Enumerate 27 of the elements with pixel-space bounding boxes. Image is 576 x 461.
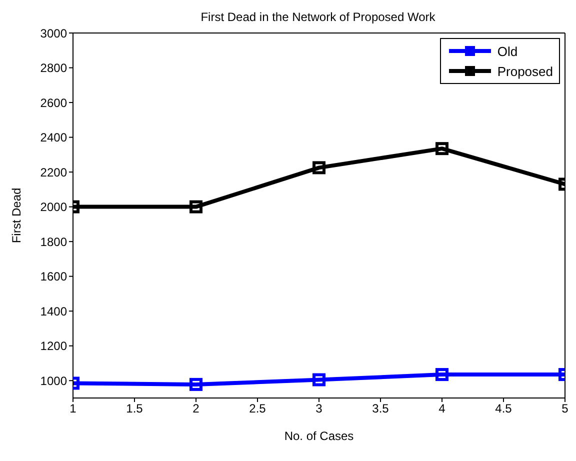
- y-tick-label: 2200: [40, 165, 68, 180]
- y-tick-label: 2000: [40, 200, 68, 214]
- point: [312, 161, 326, 174]
- y-axis-title: First Dead: [9, 188, 24, 244]
- y-tick-label: 2600: [40, 96, 68, 110]
- y-tick-label: 3000: [40, 26, 68, 40]
- y-tick-label: 2800: [40, 61, 68, 76]
- y-tick-label: 1800: [40, 234, 68, 249]
- x-tick-label: 2: [192, 402, 200, 416]
- y-tick-label: 1000: [40, 374, 68, 388]
- y-tick-label: 1200: [40, 339, 68, 354]
- y-tick-label: 1400: [40, 304, 68, 318]
- chart-title: First Dead in the Network of Proposed Work: [200, 10, 436, 24]
- y-tick-label: 2400: [40, 130, 68, 145]
- legend-label: Proposed: [497, 64, 553, 78]
- x-tick-label: 4: [438, 402, 446, 416]
- x-tick-label: 2.5: [249, 402, 266, 416]
- x-axis-title: No. of Cases: [284, 429, 354, 443]
- x-tick-label: 1: [70, 402, 77, 416]
- x-tick-label: 4.5: [495, 402, 512, 416]
- x-tick-label: 5: [562, 402, 569, 416]
- x-tick-label: 1.5: [126, 402, 144, 416]
- point: [312, 373, 326, 386]
- x-tick-label: 3.5: [372, 402, 390, 416]
- x-tick-label: 3: [316, 402, 323, 416]
- legend-label: Old: [497, 44, 518, 58]
- y-tick-label: 1600: [40, 270, 68, 284]
